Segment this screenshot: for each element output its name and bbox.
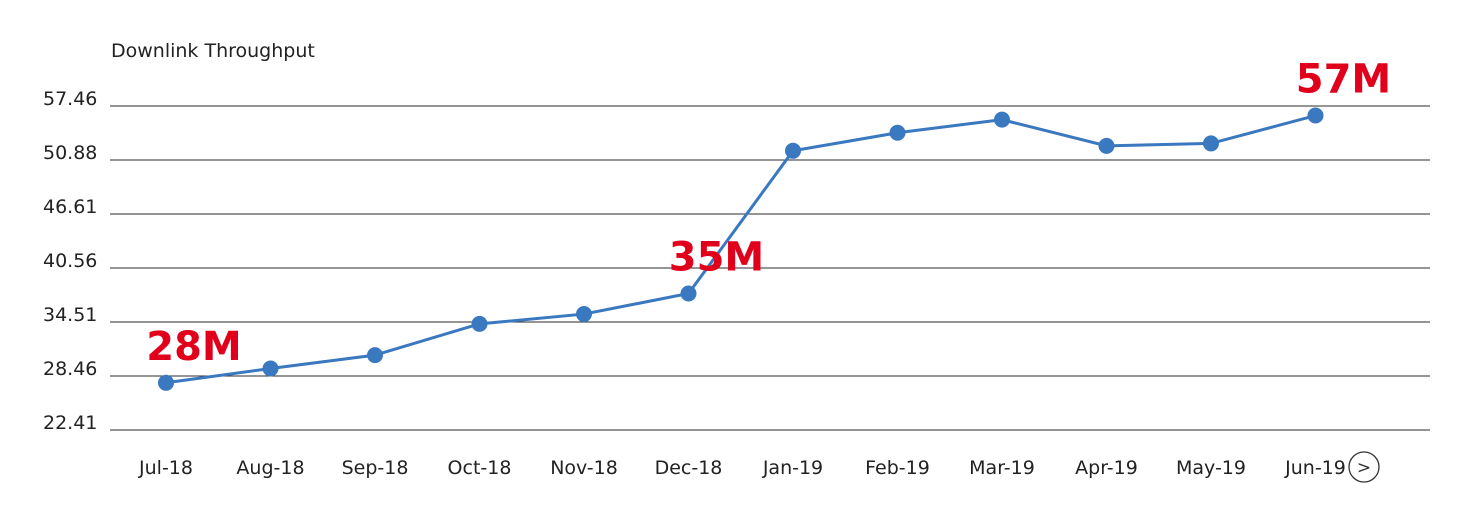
y-tick-label: 50.88 xyxy=(43,142,97,164)
x-tick-label: Aug-18 xyxy=(236,457,304,479)
callout-label: 35M xyxy=(669,235,764,281)
x-tick-label: Sep-18 xyxy=(342,457,409,479)
x-tick-label: Apr-19 xyxy=(1075,457,1138,479)
y-tick-label: 46.61 xyxy=(43,196,97,218)
y-axis-ticks: 22.41 28.46 34.51 40.56 46.61 50.88 57.46 xyxy=(43,88,97,434)
x-tick-label: Mar-19 xyxy=(969,457,1035,479)
x-axis-ticks: Jul-18 Aug-18 Sep-18 Oct-18 Nov-18 Dec-18 Jan-… xyxy=(138,457,1346,479)
annotation-layer: 28M 35M 57M xyxy=(146,57,1391,370)
data-point xyxy=(994,111,1010,128)
x-tick-label: May-19 xyxy=(1176,457,1246,479)
data-point xyxy=(471,315,488,332)
x-tick-label: Jan-19 xyxy=(762,457,823,479)
data-point xyxy=(576,306,592,323)
grid-lines xyxy=(110,105,1430,431)
data-point xyxy=(1307,107,1324,124)
chevron-right-icon[interactable]: > xyxy=(1357,458,1371,478)
data-point xyxy=(889,124,906,141)
next-button-circle[interactable] xyxy=(1348,451,1380,483)
data-point xyxy=(1203,135,1219,152)
x-tick-label: Oct-18 xyxy=(448,457,512,479)
x-tick-label: Feb-19 xyxy=(865,457,930,479)
next-page-button[interactable]: > xyxy=(1348,451,1380,483)
y-tick-label: 57.46 xyxy=(43,88,97,110)
x-tick-label: Nov-18 xyxy=(550,457,618,479)
y-tick-label: 40.56 xyxy=(43,250,97,272)
series-line xyxy=(165,114,1316,385)
x-tick-label: Jul-18 xyxy=(138,457,193,479)
y-tick-label: 34.51 xyxy=(43,304,97,326)
callout-label: 28M xyxy=(146,324,241,370)
x-tick-label: Jun-19 xyxy=(1284,457,1346,479)
data-point xyxy=(1098,137,1115,154)
data-point xyxy=(680,285,697,302)
chart-title: Downlink Throughput xyxy=(111,40,315,62)
y-tick-label: 28.46 xyxy=(43,358,97,380)
y-tick-label: 22.41 xyxy=(43,412,97,434)
data-point xyxy=(158,374,174,391)
data-point xyxy=(262,360,279,377)
x-tick-label: Dec-18 xyxy=(655,457,723,479)
data-point xyxy=(785,142,801,159)
callout-label: 57M xyxy=(1296,57,1391,103)
data-point xyxy=(367,347,383,364)
series-layer xyxy=(158,107,1324,391)
